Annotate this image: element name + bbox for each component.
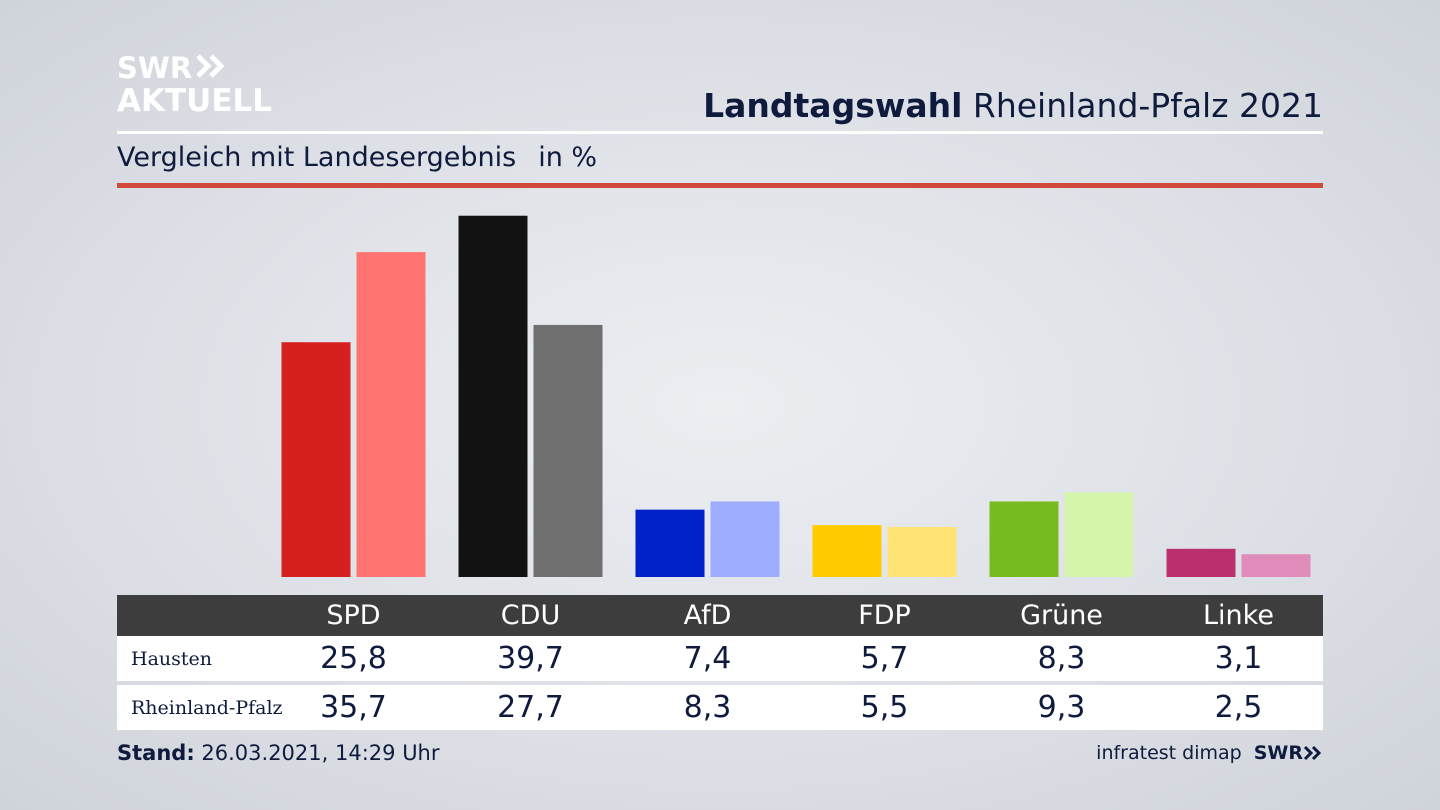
timestamp: Stand: 26.03.2021, 14:29 Uhr <box>117 741 440 765</box>
subtitle: Vergleich mit Landesergebnis in % <box>117 142 597 173</box>
table-cell: 39,7 <box>497 641 564 676</box>
row-label: Rheinland-Pfalz <box>131 696 283 719</box>
column-header: FDP <box>858 600 911 631</box>
headline-bold: Landtagswahl <box>703 86 963 125</box>
bar-spd-state <box>356 252 426 577</box>
column-header: Linke <box>1203 600 1274 631</box>
table-cell: 8,3 <box>683 690 732 725</box>
stand-value: 26.03.2021, 14:29 Uhr <box>201 741 440 765</box>
table-cell: 8,3 <box>1037 641 1086 676</box>
bar-fdp-state <box>887 526 957 577</box>
brand-text: SWR <box>1253 742 1303 764</box>
bar-cdu-state <box>533 324 603 577</box>
bar-spd-local <box>281 342 351 577</box>
table-cell: 5,7 <box>860 641 909 676</box>
logo-line2: AKTUELL <box>117 83 273 119</box>
column-header: SPD <box>326 600 381 631</box>
table-row: Hausten 25,8 39,7 7,4 5,7 8,3 3,1 <box>117 636 1323 681</box>
source-name: infratest dimap <box>1096 742 1242 764</box>
bar-cdu-local <box>458 215 528 578</box>
headline: Landtagswahl Rheinland-Pfalz 2021 <box>703 86 1323 125</box>
logo-line1: SWR <box>117 51 193 85</box>
column-header: Grüne <box>1020 600 1103 631</box>
bar-linke-state <box>1241 554 1311 577</box>
table-cell: 35,7 <box>320 690 387 725</box>
subtitle-unit: in % <box>538 142 598 173</box>
swr-brand: SWR <box>1254 742 1323 764</box>
table-cell: 3,1 <box>1214 641 1263 676</box>
table-body: Hausten 25,8 39,7 7,4 5,7 8,3 3,1 Rheinland-Pfa… <box>117 636 1323 730</box>
table-cell: 27,7 <box>497 690 564 725</box>
row-label: Hausten <box>131 647 213 670</box>
column-header: AfD <box>683 600 732 631</box>
bar-grne-local <box>989 501 1059 577</box>
bar-grne-state <box>1064 492 1134 577</box>
bar-afd-local <box>635 509 705 577</box>
column-header: CDU <box>500 600 561 631</box>
results-table: SPD CDU AfD FDP Grüne Linke Hausten 25,8 39,7 7,… <box>117 595 1323 730</box>
table-cell: 9,3 <box>1037 690 1086 725</box>
header-divider <box>117 131 1323 134</box>
headline-rest: Rheinland-Pfalz 2021 <box>972 86 1323 125</box>
table-header: SPD CDU AfD FDP Grüne Linke <box>117 595 1323 636</box>
table-cell: 7,4 <box>683 641 732 676</box>
stand-label: Stand: <box>117 741 195 765</box>
bar-afd-state <box>710 501 780 577</box>
source-credit: infratest dimap SWR <box>1096 742 1323 764</box>
table-cell: 5,5 <box>860 690 909 725</box>
double-chevron-icon <box>1303 745 1322 761</box>
accent-rule <box>117 183 1323 188</box>
bar-chart <box>281 215 1311 578</box>
table-cell: 2,5 <box>1214 690 1263 725</box>
table-cell: 25,8 <box>320 641 387 676</box>
swr-aktuell-logo: SWR AKTUELL <box>117 54 272 117</box>
bar-fdp-local <box>812 525 882 577</box>
subtitle-text: Vergleich mit Landesergebnis <box>117 142 517 173</box>
table-row: Rheinland-Pfalz 35,7 27,7 8,3 5,5 9,3 2,5 <box>117 685 1323 730</box>
bar-linke-local <box>1166 548 1236 577</box>
double-chevron-icon <box>196 54 226 83</box>
